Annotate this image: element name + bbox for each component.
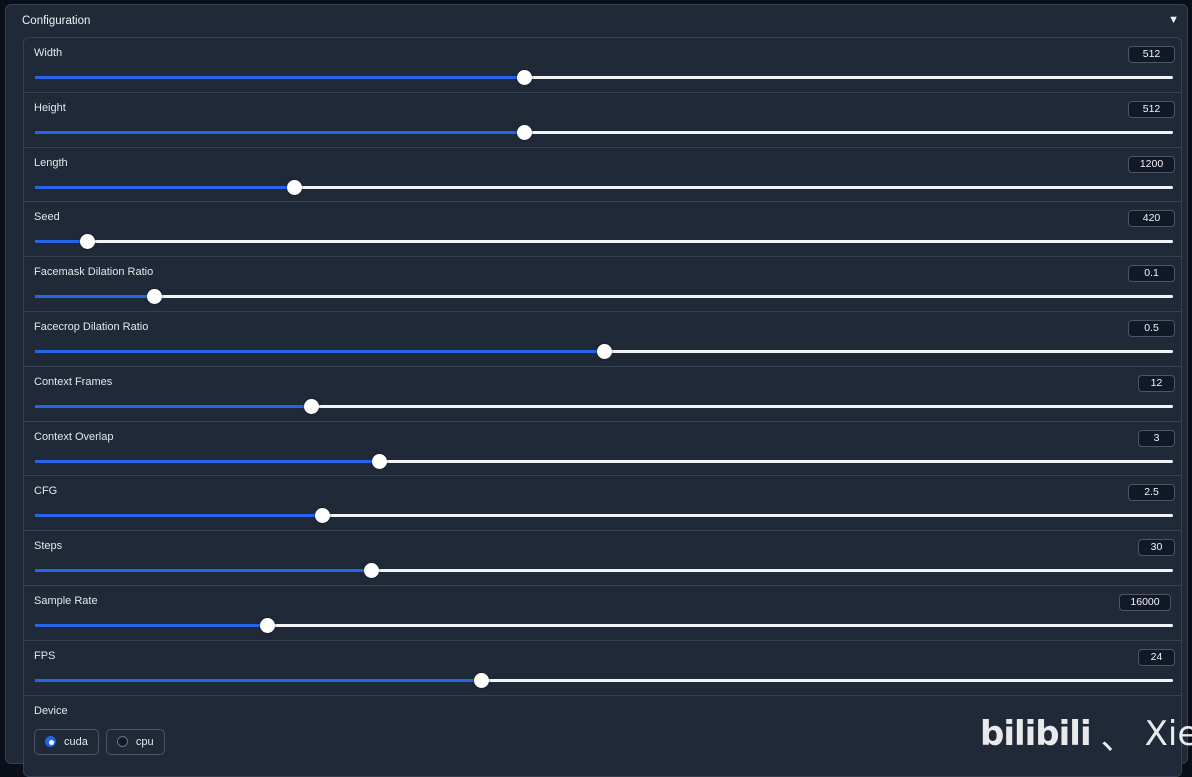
slider-number-input[interactable]: 1200 [1128,155,1175,173]
slider-number-input[interactable]: 2.5 [1128,484,1175,502]
slider-number-input[interactable]: 0.5 [1128,319,1175,337]
slider-thumb[interactable] [315,508,331,524]
slider-label: Length [34,156,68,169]
watermark-separator: 、 [1100,717,1135,758]
slider-number-input[interactable]: 512 [1128,46,1175,63]
radio-checked-icon[interactable] [45,736,56,748]
slider-row: Facemask Dilation Ratio 0.1 [24,257,1181,312]
device-option-label: cuda [64,735,88,748]
slider-row: CFG 2.5 [24,476,1181,532]
slider-track[interactable] [35,124,1173,140]
slider-track[interactable] [35,70,1173,85]
panel-title: Configuration [22,15,91,27]
device-option-cuda[interactable]: cuda [34,728,99,755]
bilibili-logo: bilibili [980,714,1092,754]
slider-row: Context Frames 12 [24,367,1181,422]
slider-row: Context Overlap 3 [24,422,1181,477]
slider-number-input[interactable]: 0.1 [1128,265,1175,283]
slider-fill [35,514,323,518]
slider-label: FPS [34,649,56,662]
slider-fill [35,623,268,627]
slider-label: Height [34,101,66,114]
slider-track[interactable] [35,617,1173,633]
slider-track[interactable] [35,508,1173,524]
slider-fill [35,76,525,79]
slider-track[interactable] [35,398,1173,414]
device-selector: Device cuda cpu [24,696,1181,766]
slider-row: Length 1200 [24,148,1181,203]
slider-label: Sample Rate [34,594,98,607]
radio-unchecked-icon[interactable] [116,736,128,748]
slider-row: Steps 30 [24,531,1181,586]
slider-fill [35,349,604,353]
slider-row: Seed 420 [24,202,1181,258]
slider-label: Steps [34,540,63,553]
slider-row: Width 512 [24,38,1181,93]
slider-thumb[interactable] [146,289,162,305]
slider-fill [35,678,482,682]
slider-fill [35,240,88,244]
slider-number-input[interactable]: 420 [1128,210,1175,228]
slider-label: Context Frames [34,375,113,388]
slider-label: Width [34,47,63,59]
panel-header[interactable]: Configuration ▼ [6,5,1187,37]
slider-thumb[interactable] [596,343,612,359]
slider-number-input[interactable]: 24 [1138,648,1175,666]
slider-track[interactable] [35,563,1173,579]
slider-thumb[interactable] [259,617,275,633]
slider-thumb[interactable] [516,70,532,85]
slider-track[interactable] [35,343,1173,359]
slider-fill [35,185,295,189]
slider-number-input[interactable]: 512 [1128,100,1175,118]
slider-track[interactable] [35,453,1173,469]
slider-track[interactable] [35,672,1173,688]
configuration-panel: Configuration ▼ Width 512 Height 512 Length 1… [5,4,1188,777]
slider-label: Seed [34,211,60,224]
slider-number-input[interactable]: 30 [1138,539,1175,557]
device-option-cpu[interactable]: cpu [105,728,165,755]
slider-label: CFG [34,485,58,498]
slider-thumb[interactable] [286,179,302,195]
slider-label: Context Overlap [34,430,114,443]
device-radio-group: cuda cpu [34,728,165,755]
slider-fill [35,569,372,573]
collapse-triangle-icon[interactable]: ▼ [1168,14,1179,26]
watermark: bilibili 、 Xier [980,708,1192,760]
watermark-name: Xier [1144,714,1192,754]
slider-thumb[interactable] [516,124,532,140]
slider-thumb[interactable] [473,672,489,688]
slider-fill [35,404,312,408]
slider-fill [35,459,380,463]
device-option-label: cpu [135,735,154,748]
slider-thumb[interactable] [79,234,95,250]
slider-label: Facecrop Dilation Ratio [34,320,149,333]
slider-row: Sample Rate 16000 [24,586,1181,641]
slider-track[interactable] [35,289,1173,305]
slider-track[interactable] [35,179,1173,195]
slider-row: Height 512 [24,93,1181,148]
slider-row: FPS 24 [24,641,1181,696]
slider-label: Facemask Dilation Ratio [34,266,154,279]
slider-thumb[interactable] [372,453,388,469]
slider-thumb[interactable] [304,398,320,414]
slider-number-input[interactable]: 3 [1138,429,1175,447]
slider-row: Facecrop Dilation Ratio 0.5 [24,312,1181,367]
slider-number-input[interactable]: 16000 [1119,593,1171,611]
slider-list: Width 512 Height 512 Length 1200 Seed 420 Facema… [24,38,1181,696]
slider-number-input[interactable]: 12 [1138,374,1175,392]
slider-fill [35,130,525,134]
slider-fill [35,295,155,299]
slider-thumb[interactable] [364,563,380,579]
slider-track[interactable] [35,234,1173,250]
device-label: Device [34,704,68,717]
settings-container: Width 512 Height 512 Length 1200 Seed 420 Facema… [23,37,1182,777]
